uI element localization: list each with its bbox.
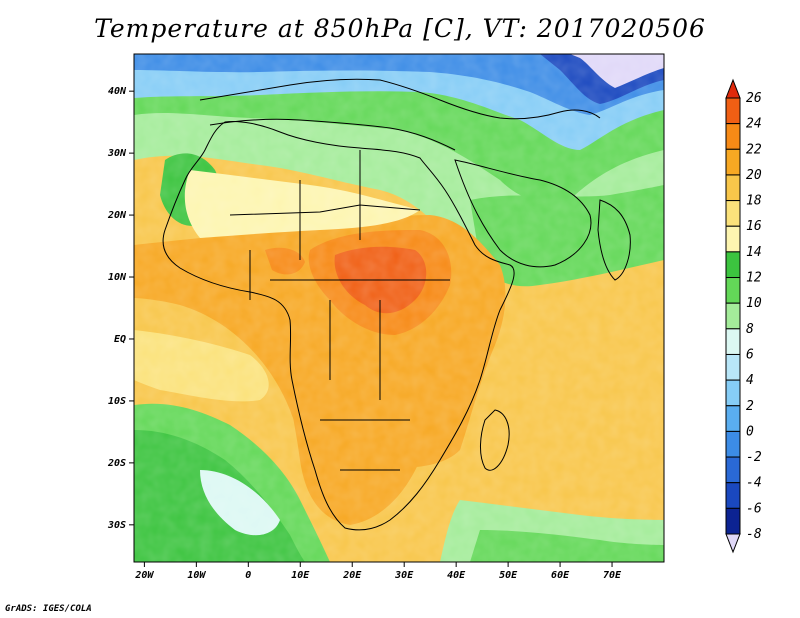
india-coastline bbox=[597, 199, 631, 281]
colorbar-swatch bbox=[725, 174, 741, 202]
colorbar-label: 22 bbox=[746, 142, 762, 157]
lon-label: 10W bbox=[187, 570, 206, 581]
madagascar-coastline bbox=[480, 409, 510, 471]
lon-label: 0 bbox=[245, 570, 251, 581]
colorbar-label: 10 bbox=[746, 296, 762, 311]
colorbar-label: 6 bbox=[746, 347, 754, 362]
colorbar-swatch bbox=[725, 353, 741, 381]
colorbar-label: 20 bbox=[746, 168, 762, 183]
colorbar-label: -4 bbox=[746, 476, 762, 491]
arabia-coastline bbox=[454, 159, 592, 268]
colorbar-label: -6 bbox=[746, 501, 762, 516]
lat-label: 10S bbox=[108, 396, 126, 407]
colorbar-label: 8 bbox=[746, 322, 754, 337]
lon-label: 10E bbox=[291, 570, 310, 581]
lon-label: 20W bbox=[134, 570, 154, 581]
longitude-axis: 20W 10W 0 10E 20E 30E 40E 50E 60E 70E bbox=[134, 562, 622, 581]
colorbar-swatch bbox=[725, 277, 741, 304]
colorbar-label: 0 bbox=[746, 424, 754, 439]
lat-label: 20N bbox=[107, 210, 127, 221]
map-title: Temperature at 850hPa [C], VT: 201702050… bbox=[94, 14, 706, 43]
colorbar-swatch bbox=[725, 123, 741, 150]
colorbar-swatch bbox=[725, 328, 741, 355]
country-borders bbox=[229, 150, 450, 471]
colorbar-swatch bbox=[725, 200, 741, 227]
lat-label: 40N bbox=[108, 86, 127, 97]
lat-label: 30N bbox=[107, 148, 127, 159]
lon-label: 50E bbox=[499, 570, 518, 581]
lon-label: 70E bbox=[603, 570, 622, 581]
colorbar-swatch bbox=[725, 430, 741, 458]
latitude-axis: 40N 30N 20N 10N EQ 10S 20S 30S bbox=[107, 86, 134, 531]
colorbar-bottom-arrow bbox=[725, 533, 741, 554]
lat-label: 20S bbox=[107, 458, 126, 469]
colorbar-label: 18 bbox=[746, 194, 762, 209]
lat-label: 10N bbox=[108, 272, 127, 283]
colorbar-swatch bbox=[725, 97, 741, 125]
colorbar-label: 4 bbox=[746, 373, 754, 388]
colorbar-label: 2 bbox=[746, 399, 754, 414]
lon-label: 40E bbox=[447, 570, 466, 581]
colorbar-label: 24 bbox=[746, 117, 762, 132]
colorbar-swatch bbox=[725, 379, 741, 407]
software-credit: GrADS: IGES/COLA bbox=[5, 604, 92, 614]
colorbar-swatch bbox=[725, 148, 741, 176]
europe-coastline bbox=[199, 78, 601, 120]
colorbar-swatch bbox=[725, 507, 741, 535]
mediterranean-coastline bbox=[209, 118, 456, 151]
lat-label: 30S bbox=[107, 520, 126, 531]
lon-label: 20E bbox=[342, 570, 362, 581]
lon-label: 30E bbox=[394, 570, 414, 581]
colorbar-label: 26 bbox=[746, 91, 762, 106]
map-frame bbox=[133, 53, 665, 563]
colorbar-label: -8 bbox=[746, 527, 762, 542]
colorbar-swatch bbox=[725, 482, 741, 509]
colorbar-label: 12 bbox=[746, 271, 762, 286]
colorbar-swatch bbox=[725, 302, 741, 330]
lon-label: 60E bbox=[551, 570, 570, 581]
africa-coastline bbox=[162, 121, 515, 531]
lat-label: EQ bbox=[114, 334, 126, 345]
colorbar-top-arrow bbox=[725, 78, 741, 99]
colorbar-label: -2 bbox=[746, 450, 762, 465]
texture-overlay bbox=[134, 54, 664, 562]
colorbar-label: 14 bbox=[746, 245, 762, 260]
colorbar-swatch bbox=[725, 456, 741, 484]
colorbar-swatch bbox=[725, 405, 741, 432]
coastlines bbox=[162, 78, 631, 531]
colorbar-swatch bbox=[725, 251, 741, 279]
colorbar-label: 16 bbox=[746, 219, 762, 234]
colorbar-swatch bbox=[725, 225, 741, 253]
